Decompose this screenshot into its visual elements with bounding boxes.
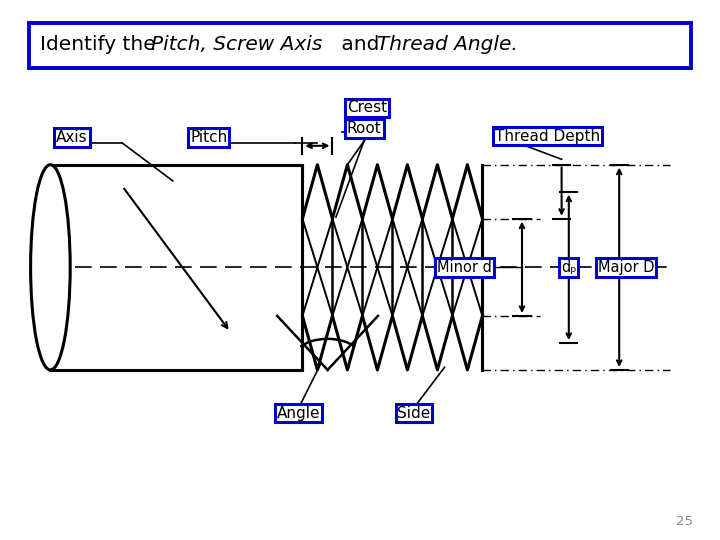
Text: Thread Depth: Thread Depth — [495, 129, 600, 144]
Text: Identify the: Identify the — [40, 35, 162, 55]
Text: Pitch: Pitch — [190, 130, 228, 145]
FancyBboxPatch shape — [29, 23, 691, 68]
Text: dₚ: dₚ — [561, 260, 577, 275]
Text: Angle: Angle — [277, 406, 320, 421]
Text: Minor d: Minor d — [437, 260, 492, 275]
Ellipse shape — [31, 165, 71, 370]
Text: and: and — [335, 35, 385, 55]
Text: 25: 25 — [676, 515, 693, 528]
Text: Pitch, Screw Axis: Pitch, Screw Axis — [151, 35, 323, 55]
Text: Side: Side — [397, 406, 431, 421]
Text: Axis: Axis — [56, 130, 88, 145]
Text: Crest: Crest — [347, 100, 387, 116]
Text: Major D: Major D — [598, 260, 654, 275]
Text: Thread Angle.: Thread Angle. — [377, 35, 517, 55]
Text: Root: Root — [347, 121, 382, 136]
